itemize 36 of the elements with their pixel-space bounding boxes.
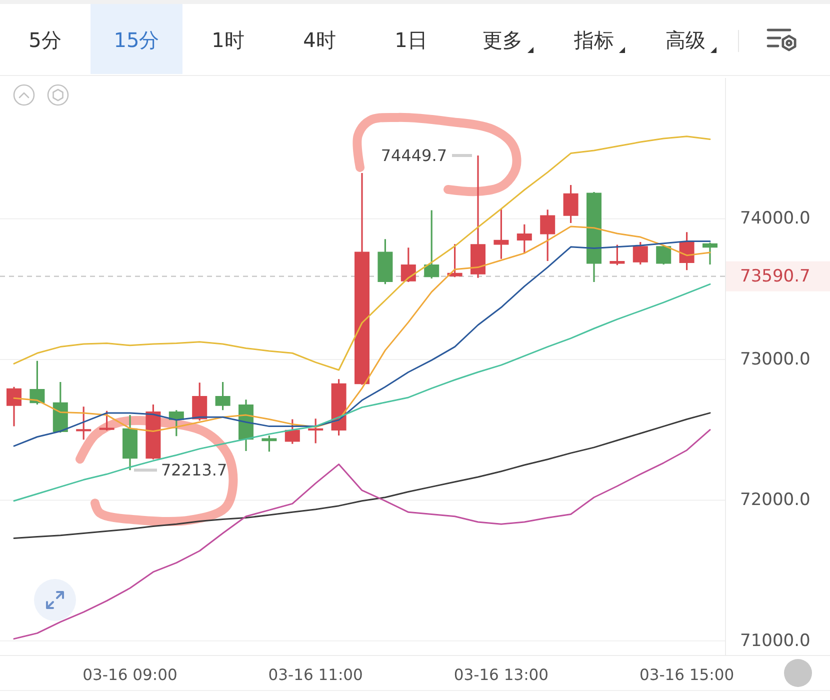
text: 15分: [114, 28, 160, 52]
candlestick: [610, 244, 625, 266]
x-tick-label: 03-16 11:00: [268, 666, 363, 684]
candlestick: [494, 208, 509, 259]
text: 4时: [303, 28, 336, 52]
line-series: [13, 412, 711, 539]
candlestick: [470, 155, 486, 278]
candlestick: [563, 184, 578, 223]
annotation: 74449.7: [380, 146, 447, 165]
line-series: [13, 136, 711, 371]
y-tick-label: 74000.0: [740, 208, 810, 229]
line-series: [13, 283, 711, 502]
x-tick-label: 03-16 15:00: [639, 666, 734, 684]
x-tick-label: 03-16 09:00: [82, 666, 178, 684]
candlestick: [378, 239, 393, 284]
text: 5分: [28, 28, 62, 52]
y-tick-label: 72000.0: [740, 490, 810, 510]
x-tick-label: 03-16 13:00: [454, 666, 549, 684]
candlestick: [632, 242, 648, 264]
candlestick: [540, 210, 556, 261]
line-series: [13, 429, 711, 640]
annotation: 72213.7: [161, 460, 228, 480]
candlestick: [516, 224, 532, 254]
y-tick-label: 71000.0: [740, 630, 810, 651]
text: 指标: [573, 28, 614, 52]
text: 1日: [394, 28, 428, 52]
y-tick-label: 73000.0: [740, 349, 810, 370]
candlestick: [702, 242, 718, 264]
candlestick: [215, 382, 230, 410]
text: 高级: [666, 28, 706, 52]
ref-line-label: 73590.7: [740, 266, 810, 286]
text: 更多: [482, 28, 522, 52]
candlestick: [122, 415, 138, 470]
candlestick: [354, 172, 370, 385]
candlestick: [6, 386, 22, 426]
text: 1时: [212, 28, 244, 52]
